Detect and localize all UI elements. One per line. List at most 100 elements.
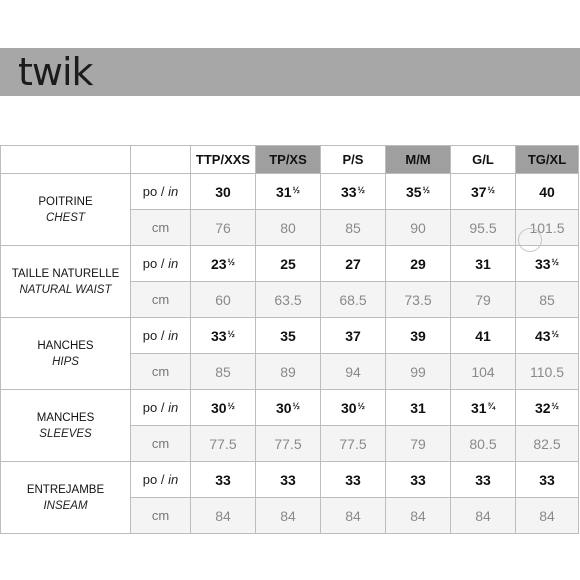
value-inches-whole: 32 [534, 399, 551, 416]
measurement-row-inches: POITRINE CHEST po / in 30 31½ 33½ 35½ 37½ 40 [0, 173, 579, 246]
value-inches: 29 [385, 245, 451, 282]
unit-in-text: in [168, 400, 179, 415]
value-inches: 35 [255, 317, 321, 354]
measurement-label: ENTREJAMBE INSEAM [0, 461, 131, 534]
unit-in-text: in [168, 472, 179, 487]
measurement-name-fr: POITRINE [38, 195, 93, 208]
value-inches-fraction: ½ [551, 328, 560, 339]
measurement-name-en: HIPS [52, 355, 79, 368]
size-header-p-s: P/S [320, 145, 386, 174]
value-inches-fraction: ½ [551, 400, 560, 411]
measurement-label: TAILLE NATURELLE NATURAL WAIST [0, 245, 131, 318]
value-cm: 85 [320, 209, 386, 246]
size-header-m-m: M/M [385, 145, 451, 174]
value-inches-whole: 33 [539, 471, 555, 488]
value-cm: 95.5 [450, 209, 516, 246]
value-inches-fraction: ½ [422, 184, 431, 195]
unit-cm-label: cm [130, 497, 191, 534]
unit-cm-label: cm [130, 281, 191, 318]
value-inches-whole: 33 [345, 471, 361, 488]
value-inches-whole: 30 [275, 399, 292, 416]
unit-inches-label: po / in [130, 461, 191, 498]
value-inches-fraction: ½ [357, 400, 366, 411]
value-inches-fraction: ¾ [487, 400, 496, 411]
value-inches-fraction: ½ [292, 400, 301, 411]
value-inches-whole: 31 [275, 183, 292, 200]
value-inches: 27 [320, 245, 386, 282]
value-cm: 84 [450, 497, 516, 534]
value-cm: 84 [515, 497, 579, 534]
unit-cm-label: cm [130, 209, 191, 246]
value-inches-whole: 40 [539, 183, 555, 200]
measurement-name-fr: HANCHES [37, 339, 94, 352]
value-cm: 76 [190, 209, 256, 246]
measurement-name-fr: ENTREJAMBE [26, 483, 105, 496]
value-cm: 77.5 [255, 425, 321, 462]
value-inches-whole: 31 [475, 255, 491, 272]
value-inches-whole: 39 [410, 327, 426, 344]
value-inches-fraction: ½ [357, 184, 366, 195]
value-cm: 79 [385, 425, 451, 462]
value-cm: 60 [190, 281, 256, 318]
measurement-row-cm: cm 84 84 84 84 84 84 [1, 497, 579, 534]
unit-po-text: po / [142, 184, 169, 199]
value-inches-whole: 27 [345, 255, 361, 272]
value-inches-whole: 33 [215, 471, 231, 488]
value-inches-whole: 35 [405, 183, 422, 200]
value-inches-whole: 33 [340, 183, 357, 200]
measurement-name-fr: MANCHES [36, 411, 95, 424]
header-corner-blank [130, 145, 191, 174]
value-inches-whole: 33 [210, 327, 227, 344]
unit-inches-label: po / in [130, 245, 191, 282]
value-cm: 85 [515, 281, 579, 318]
measurement-name-en: CHEST [46, 211, 85, 224]
unit-inches-label: po / in [130, 389, 191, 426]
value-cm: 63.5 [255, 281, 321, 318]
value-cm: 68.5 [320, 281, 386, 318]
measurement-label: POITRINE CHEST [0, 173, 131, 246]
value-inches: 35½ [385, 173, 451, 210]
value-cm: 94 [320, 353, 386, 390]
value-inches: 37½ [450, 173, 516, 210]
value-inches: 25 [255, 245, 321, 282]
value-cm: 73.5 [385, 281, 451, 318]
value-inches: 30½ [320, 389, 386, 426]
value-cm: 82.5 [515, 425, 579, 462]
unit-in-text: in [168, 256, 179, 271]
value-cm: 90 [385, 209, 451, 246]
value-inches: 33 [515, 461, 579, 498]
value-inches: 32½ [515, 389, 579, 426]
brand-header-bar: twik [0, 48, 580, 96]
value-cm: 84 [385, 497, 451, 534]
circle-cursor-icon [518, 228, 542, 252]
unit-cm-label: cm [130, 353, 191, 390]
value-inches: 31 [385, 389, 451, 426]
value-inches: 40 [515, 173, 579, 210]
value-inches: 30½ [190, 389, 256, 426]
value-inches-whole: 41 [475, 327, 491, 344]
value-inches-whole: 33 [280, 471, 296, 488]
measurement-row-inches: TAILLE NATURELLE NATURAL WAIST po / in 23½ 2… [0, 245, 579, 318]
unit-po-text: po / [142, 400, 169, 415]
measurement-row-inches: ENTREJAMBE INSEAM po / in 33 33 33 33 33 33 [0, 461, 579, 534]
value-cm: 104 [450, 353, 516, 390]
measurement-name-en: NATURAL WAIST [19, 283, 112, 296]
unit-po-text: po / [142, 328, 169, 343]
value-cm: 84 [190, 497, 256, 534]
unit-inches-label: po / in [130, 317, 191, 354]
size-header-row: TTP/XXS TP/XS P/S M/M G/L TG/XL [0, 145, 579, 174]
value-inches: 33 [385, 461, 451, 498]
size-table-body: POITRINE CHEST po / in 30 31½ 33½ 35½ 37½ 40 cm 76… [0, 173, 579, 534]
value-inches-whole: 30 [210, 399, 227, 416]
unit-po-text: po / [142, 472, 169, 487]
value-inches-whole: 37 [470, 183, 487, 200]
header-corner-blank [0, 145, 131, 174]
brand-logo-text: twik [18, 50, 94, 94]
value-cm: 89 [255, 353, 321, 390]
size-header-tp-xs: TP/XS [255, 145, 321, 174]
value-inches-fraction: ½ [227, 400, 236, 411]
value-inches: 30½ [255, 389, 321, 426]
size-header-g-l: G/L [450, 145, 516, 174]
value-inches: 31¾ [450, 389, 516, 426]
measurement-name-en: INSEAM [43, 499, 88, 512]
